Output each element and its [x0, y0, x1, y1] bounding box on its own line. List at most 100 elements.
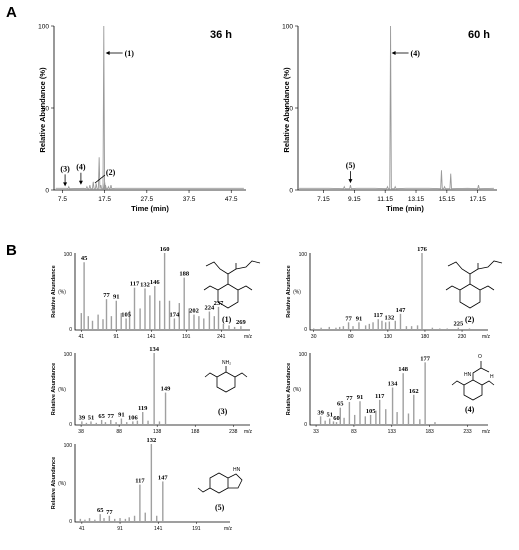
peak-label: 132	[146, 437, 156, 444]
spectrum-3: Relative Abundance (%) 100 0 38 88 138 188 238 m/…	[51, 346, 252, 435]
spectrum-bar	[163, 253, 166, 330]
spectrum-bar	[413, 394, 415, 425]
chrom36-xlabel: Time (min)	[131, 204, 169, 213]
chromatogram-60h: Relative Abundance (%) 60 h Time (min) 7…	[282, 24, 497, 213]
spectrum-bar	[193, 314, 195, 330]
peak-label: 60	[333, 415, 340, 422]
structure-4-o: O	[478, 354, 482, 360]
peak-label: 91	[113, 294, 120, 301]
y-tick-label: 100	[299, 252, 308, 258]
spectrum-bar	[132, 421, 134, 425]
spectrum-bar	[352, 326, 354, 330]
peak-label: 134	[388, 381, 399, 388]
x-tick-label: 88	[116, 429, 122, 435]
spectrum-ylabel: Relative Abundance	[51, 457, 57, 509]
x-tick-label: 38	[78, 429, 84, 435]
spectrum-bar	[97, 314, 99, 330]
x-unit: m/z	[244, 334, 253, 340]
spectrum-bar	[213, 316, 215, 330]
spectrum-bar	[183, 277, 185, 330]
x-tick-label: 9.15	[348, 196, 361, 203]
spectrum-bar	[84, 519, 86, 522]
peak-label: 177	[420, 355, 431, 362]
spectrum-axes	[74, 253, 250, 331]
peak-label: 162	[409, 388, 419, 395]
x-tick-label: 141	[147, 334, 156, 340]
spectrum-bar	[124, 518, 127, 522]
spectrum-bar	[364, 416, 366, 425]
peak-label: 77	[103, 292, 110, 299]
spectrum-bar	[394, 320, 396, 330]
peak-label: 65	[98, 413, 105, 420]
spectrum-bar	[347, 322, 350, 330]
x-tick-label: 41	[79, 526, 85, 532]
x-unit: m/z	[482, 429, 491, 435]
spectrum-bar	[368, 323, 371, 330]
spectrum-bar	[103, 518, 105, 522]
peak-label: 160	[160, 246, 170, 253]
chrom60-title: 60 h	[468, 29, 490, 41]
spectrum-bar	[100, 419, 103, 425]
x-tick-label: 47.5	[225, 196, 238, 203]
peak-label: 106	[128, 414, 139, 421]
spectrum-bar	[348, 401, 351, 425]
peak-label: 174	[170, 311, 181, 318]
spectrum-bar	[222, 323, 225, 330]
spectrum-axes	[74, 444, 230, 523]
spectrum-bar	[320, 327, 322, 330]
x-tick-label: 91	[117, 526, 123, 532]
spectrum-bar	[144, 288, 146, 330]
spectrum-bar	[128, 517, 130, 522]
spectrum-bar	[407, 413, 410, 425]
spectrum-bar	[377, 319, 379, 330]
annotation-label: (5)	[346, 161, 356, 170]
annotation-arrowhead	[78, 180, 83, 185]
structure-4-h: H	[490, 374, 494, 380]
x-tick-label: 191	[182, 334, 191, 340]
spectrum-bar	[126, 422, 128, 425]
spectrum-2: Relative Abundance (%) 100 0 30 80 130 180 230 m/…	[286, 246, 490, 340]
spectrum-yunit: (%)	[58, 290, 66, 296]
spectrum-bar	[421, 253, 423, 330]
annotation-label: (2)	[106, 168, 116, 177]
spectrum-bar	[120, 418, 123, 425]
structure-5: HN (5)	[197, 467, 243, 512]
peak-label: 224	[205, 305, 216, 312]
y-tick-label: 100	[299, 352, 308, 358]
annotation-label: (1)	[125, 49, 135, 58]
spectrum-bar	[90, 421, 92, 425]
peak-label: 91	[356, 315, 363, 322]
panel-label-b: B	[6, 242, 17, 259]
spectrum-bar	[153, 353, 155, 425]
spectrum-bar	[359, 401, 361, 425]
peak-label: 237	[214, 300, 225, 307]
structure-1-id: (1)	[222, 315, 232, 324]
y-tick-label: 100	[64, 443, 73, 449]
panel-label-a: A	[6, 4, 17, 21]
peak-label: 39	[317, 409, 324, 416]
spectrum-bar	[85, 422, 88, 425]
spectrum-bar	[87, 316, 89, 330]
spectrum-bar	[102, 319, 104, 330]
spectrum-bar	[150, 444, 153, 522]
x-tick-label: 233	[463, 429, 472, 435]
peak-label: 91	[357, 394, 364, 401]
spectrum-bar	[342, 326, 345, 330]
x-tick-label: 15.15	[439, 196, 456, 203]
spectrum-bar	[142, 412, 144, 425]
spectrum-bar	[159, 300, 161, 330]
peak-label: 176	[417, 246, 428, 253]
spectrum-bar	[217, 306, 220, 330]
spectrum-bar	[128, 310, 131, 330]
spectrum-bar	[81, 421, 83, 425]
spectrum-bar	[396, 412, 398, 425]
spectrum-bar	[154, 286, 156, 330]
spectrum-bar	[369, 414, 372, 425]
peak-label: 147	[158, 474, 169, 481]
annotation-arrowhead	[391, 51, 396, 55]
spectrum-bar	[240, 326, 242, 330]
annotation-label: (3)	[60, 164, 70, 173]
peak-label: 132	[384, 315, 394, 322]
peak-label: 77	[106, 509, 113, 516]
spectrum-bar	[133, 515, 136, 522]
